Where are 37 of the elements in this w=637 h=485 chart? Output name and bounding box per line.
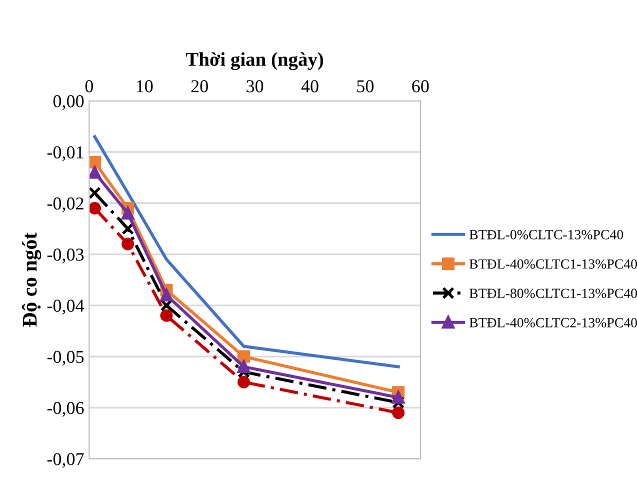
point (89, 166, 101, 179)
x-tick-label: 20 (191, 80, 208, 92)
y-tick-label: -0,05 (47, 350, 84, 366)
x-tick-label: 0 (85, 80, 94, 92)
legend-label: BTĐL-80%CLTC1-13%PC40 (469, 288, 637, 298)
y-tick-label: -0,06 (47, 402, 84, 417)
point (392, 396, 405, 409)
point (238, 376, 250, 388)
line-series (93, 135, 400, 368)
x-tick-label: 30 (246, 80, 264, 92)
y-axis-title: Độ co ngót (22, 232, 42, 327)
point (238, 366, 250, 378)
point (122, 207, 134, 220)
legend-label: BTĐL-40%CLTC2-13%PC40 (469, 318, 637, 328)
point (238, 350, 250, 363)
point (122, 222, 134, 235)
point (122, 238, 134, 250)
y-tick-label: -0,03 (47, 248, 84, 264)
point (89, 156, 101, 168)
point (160, 288, 173, 302)
point (160, 309, 173, 322)
x-axis-title: Thời gian (ngày) (186, 52, 324, 70)
x-tick-label: 50 (357, 80, 374, 92)
x-tick-label: 60 (412, 80, 429, 92)
legend-label: BTĐL-0%CLTC-13%PC40 (469, 230, 624, 240)
y-tick-label: -0,04 (47, 300, 84, 314)
point (89, 202, 101, 215)
y-tick-label: 0,00 (53, 95, 84, 110)
point (89, 186, 101, 200)
x-tick-label: 40 (301, 80, 318, 92)
point (392, 391, 405, 404)
legend-label: BTĐL-40%CLTC1-13%PC40 (469, 259, 637, 269)
x-tick-label: 10 (136, 80, 153, 92)
y-tick-label: -0,07 (47, 453, 84, 468)
y-tick-label: -0,01 (47, 146, 84, 162)
point (392, 406, 405, 420)
y-tick-label: -0,02 (47, 197, 84, 212)
